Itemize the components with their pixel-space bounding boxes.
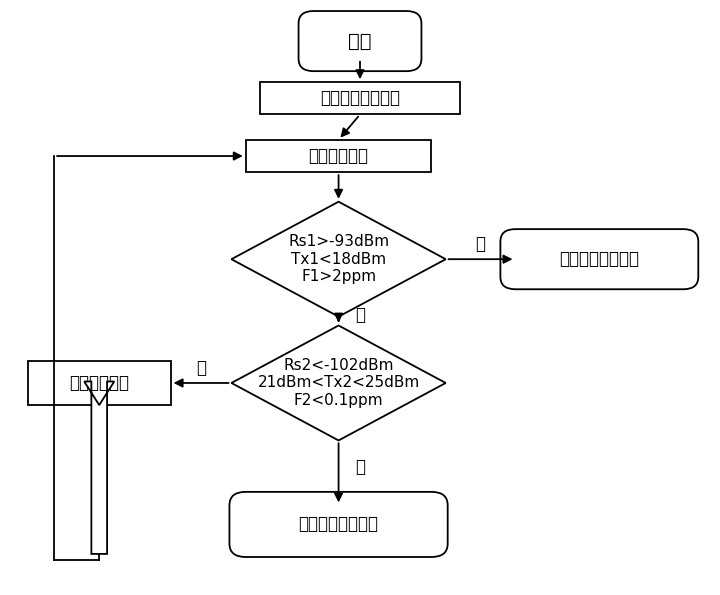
Text: 射频性能测试: 射频性能测试 (309, 147, 369, 165)
Text: 否: 否 (196, 359, 206, 377)
Text: Rs2<-102dBm
21dBm<Tx2<25dBm
F2<0.1ppm: Rs2<-102dBm 21dBm<Tx2<25dBm F2<0.1ppm (258, 358, 420, 408)
FancyBboxPatch shape (500, 229, 698, 289)
Text: Rs1>-93dBm
Tx1<18dBm
F1>2ppm: Rs1>-93dBm Tx1<18dBm F1>2ppm (288, 234, 389, 284)
Text: 是: 是 (355, 458, 365, 476)
Text: 否: 否 (355, 306, 365, 324)
Polygon shape (231, 325, 446, 440)
Polygon shape (231, 202, 446, 317)
Bar (28, 361, 171, 405)
Text: 自动校准补偿: 自动校准补偿 (69, 374, 129, 392)
FancyBboxPatch shape (299, 11, 421, 71)
Bar (246, 140, 431, 172)
Text: 开始: 开始 (348, 32, 372, 51)
Text: 是: 是 (476, 236, 485, 253)
Bar (260, 82, 460, 114)
Text: 烧录批次基础配置: 烧录批次基础配置 (320, 89, 400, 107)
FancyBboxPatch shape (230, 492, 448, 557)
Polygon shape (84, 381, 114, 554)
Text: 无线模组性能不良: 无线模组性能不良 (559, 250, 639, 268)
Text: 无线模组性能合格: 无线模组性能合格 (299, 515, 379, 534)
